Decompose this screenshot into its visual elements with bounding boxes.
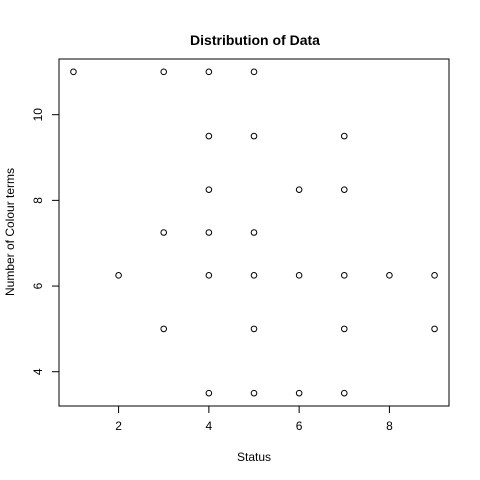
x-tick-label: 8	[386, 419, 393, 433]
data-point	[160, 229, 168, 236]
y-tick-label: 8	[31, 197, 45, 204]
x-tick-label: 4	[206, 419, 213, 433]
data-point	[160, 68, 168, 76]
data-point	[115, 272, 122, 279]
data-point	[340, 389, 348, 397]
data-point	[205, 68, 213, 76]
data-point	[250, 229, 258, 236]
data-point	[431, 325, 438, 333]
data-points	[70, 68, 438, 397]
data-point	[340, 325, 348, 333]
chart-title: Distribution of Data	[190, 32, 320, 48]
data-point	[205, 132, 213, 140]
y-axis-label: Number of Colour terms	[3, 168, 17, 296]
data-point	[295, 389, 303, 397]
data-point	[340, 272, 348, 279]
x-axis-label: Status	[237, 450, 271, 464]
data-point	[70, 68, 77, 76]
data-point	[295, 186, 303, 193]
data-point	[250, 272, 258, 279]
data-point	[295, 272, 303, 279]
data-point	[160, 325, 168, 333]
x-axis: 2 4 6 8	[115, 406, 393, 433]
y-tick-label: 4	[31, 368, 45, 375]
y-tick-label: 6	[31, 282, 45, 289]
data-point	[250, 325, 258, 333]
x-tick-label: 2	[115, 419, 122, 433]
plot-frame	[58, 58, 450, 407]
y-tick-label: 10	[31, 108, 45, 122]
data-point	[386, 272, 393, 279]
data-point	[250, 389, 258, 397]
data-point	[250, 132, 258, 140]
data-point	[205, 186, 213, 193]
data-point	[340, 186, 348, 193]
data-point	[250, 68, 258, 76]
data-point	[205, 229, 213, 236]
y-axis: 4 6 8 10	[31, 108, 59, 375]
data-point	[431, 272, 438, 279]
x-tick-label: 6	[296, 419, 303, 433]
data-point	[340, 132, 348, 140]
data-point	[205, 272, 213, 279]
data-point	[205, 389, 213, 397]
